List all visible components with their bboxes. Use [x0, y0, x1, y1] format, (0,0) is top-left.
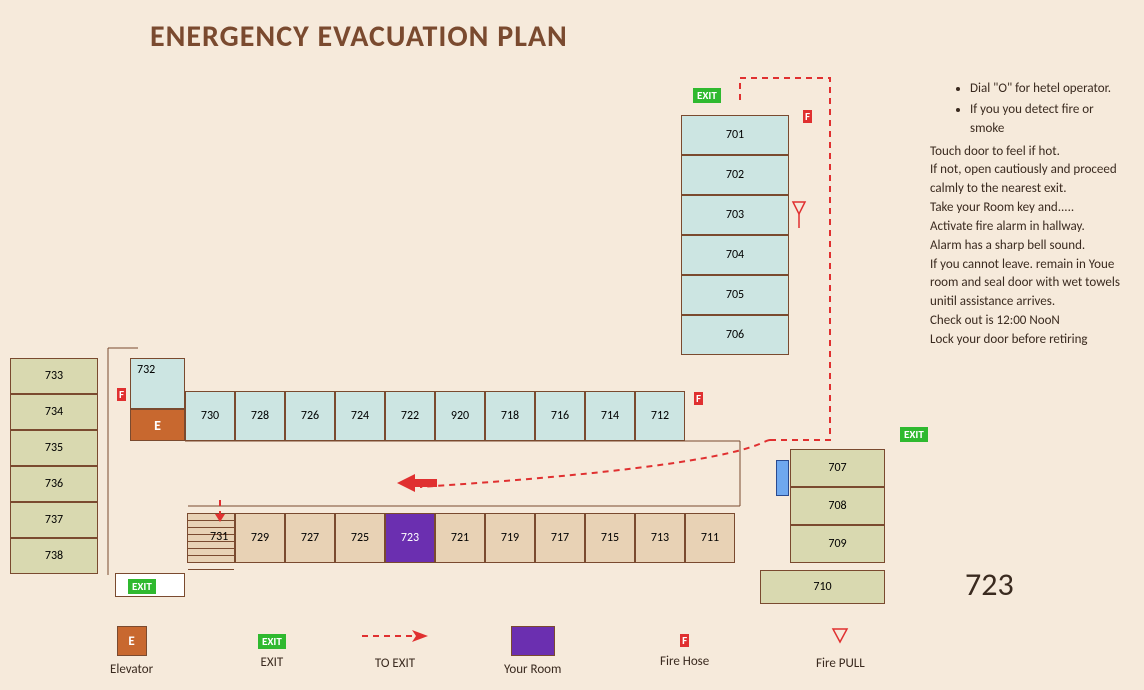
room-718: 718 [485, 391, 535, 441]
room-701: 701 [681, 115, 789, 155]
legend-item-elevator: EElevator [110, 626, 153, 677]
room-704: 704 [681, 235, 789, 275]
instruction-bullet: Dial "O" for hetel operator. [970, 80, 1130, 99]
room-920: 920 [435, 391, 485, 441]
fire-pull-icon-0 [791, 200, 807, 235]
room-730: 730 [185, 391, 235, 441]
room-709: 709 [790, 525, 885, 563]
room-722: 722 [385, 391, 435, 441]
instruction-bullet: If you you detect fire or smoke [970, 101, 1130, 139]
room-733: 733 [10, 358, 98, 394]
blue-marker [776, 460, 789, 496]
room-738: 738 [10, 538, 98, 574]
instruction-line: Touch door to feel if hot. [930, 143, 1130, 162]
room-723-your-room: 723 [385, 513, 435, 563]
legend-item-your_room: Your Room [504, 626, 561, 677]
fire-hose-icon-0: F [803, 110, 812, 123]
your-room-number: 723 [965, 565, 1014, 604]
room-732: 732 [130, 358, 185, 409]
page-title: ENERGENCY EVACUATION PLAN [150, 18, 568, 55]
exit-label: EXIT [128, 579, 156, 594]
instruction-line: If you cannot leave. remain in Youe room… [930, 256, 1130, 313]
legend-item-exit: EXITEXIT [258, 626, 286, 670]
room-724: 724 [335, 391, 385, 441]
room-706: 706 [681, 315, 789, 355]
instruction-line: Activate fire alarm in hallway. [930, 218, 1130, 237]
instructions-panel: Dial "O" for hetel operator. If you you d… [930, 80, 1130, 350]
exit-label-0: EXIT [693, 88, 721, 103]
fire-hose-icon-2: F [117, 388, 126, 401]
room-716: 716 [535, 391, 585, 441]
room-715: 715 [585, 513, 635, 563]
room-717: 717 [535, 513, 585, 563]
room-734: 734 [10, 394, 98, 430]
room-711: 711 [685, 513, 735, 563]
instruction-line: Check out is 12:00 NooN [930, 312, 1130, 331]
room-729: 729 [235, 513, 285, 563]
room-702: 702 [681, 155, 789, 195]
room-731-label: 731 [210, 530, 228, 544]
room-727: 727 [285, 513, 335, 563]
room-735: 735 [10, 430, 98, 466]
instruction-line: Lock your door before retiring [930, 331, 1130, 350]
room-703: 703 [681, 195, 789, 235]
room-712: 712 [635, 391, 685, 441]
room-719: 719 [485, 513, 535, 563]
room-728: 728 [235, 391, 285, 441]
room-707: 707 [790, 449, 885, 487]
fire-hose-icon-1: F [694, 392, 703, 405]
room-708: 708 [790, 487, 885, 525]
exit-label-1: EXIT [900, 427, 928, 442]
room-725: 725 [335, 513, 385, 563]
room-705: 705 [681, 275, 789, 315]
room-737: 737 [10, 502, 98, 538]
instruction-line: Take your Room key and..... [930, 199, 1130, 218]
room-721: 721 [435, 513, 485, 563]
instruction-line: Alarm has a sharp bell sound. [930, 237, 1130, 256]
room-710: 710 [760, 570, 885, 604]
legend-item-to_exit: TO EXIT [360, 626, 430, 671]
instruction-line: If not, open cautiously and proceed calm… [930, 161, 1130, 199]
elevator: E [130, 409, 185, 441]
room-726: 726 [285, 391, 335, 441]
room-713: 713 [635, 513, 685, 563]
room-714: 714 [585, 391, 635, 441]
room-736: 736 [10, 466, 98, 502]
legend-item-fire_pull: Fire PULL [816, 626, 865, 671]
legend-item-fire_hose: FFire Hose [660, 626, 709, 669]
